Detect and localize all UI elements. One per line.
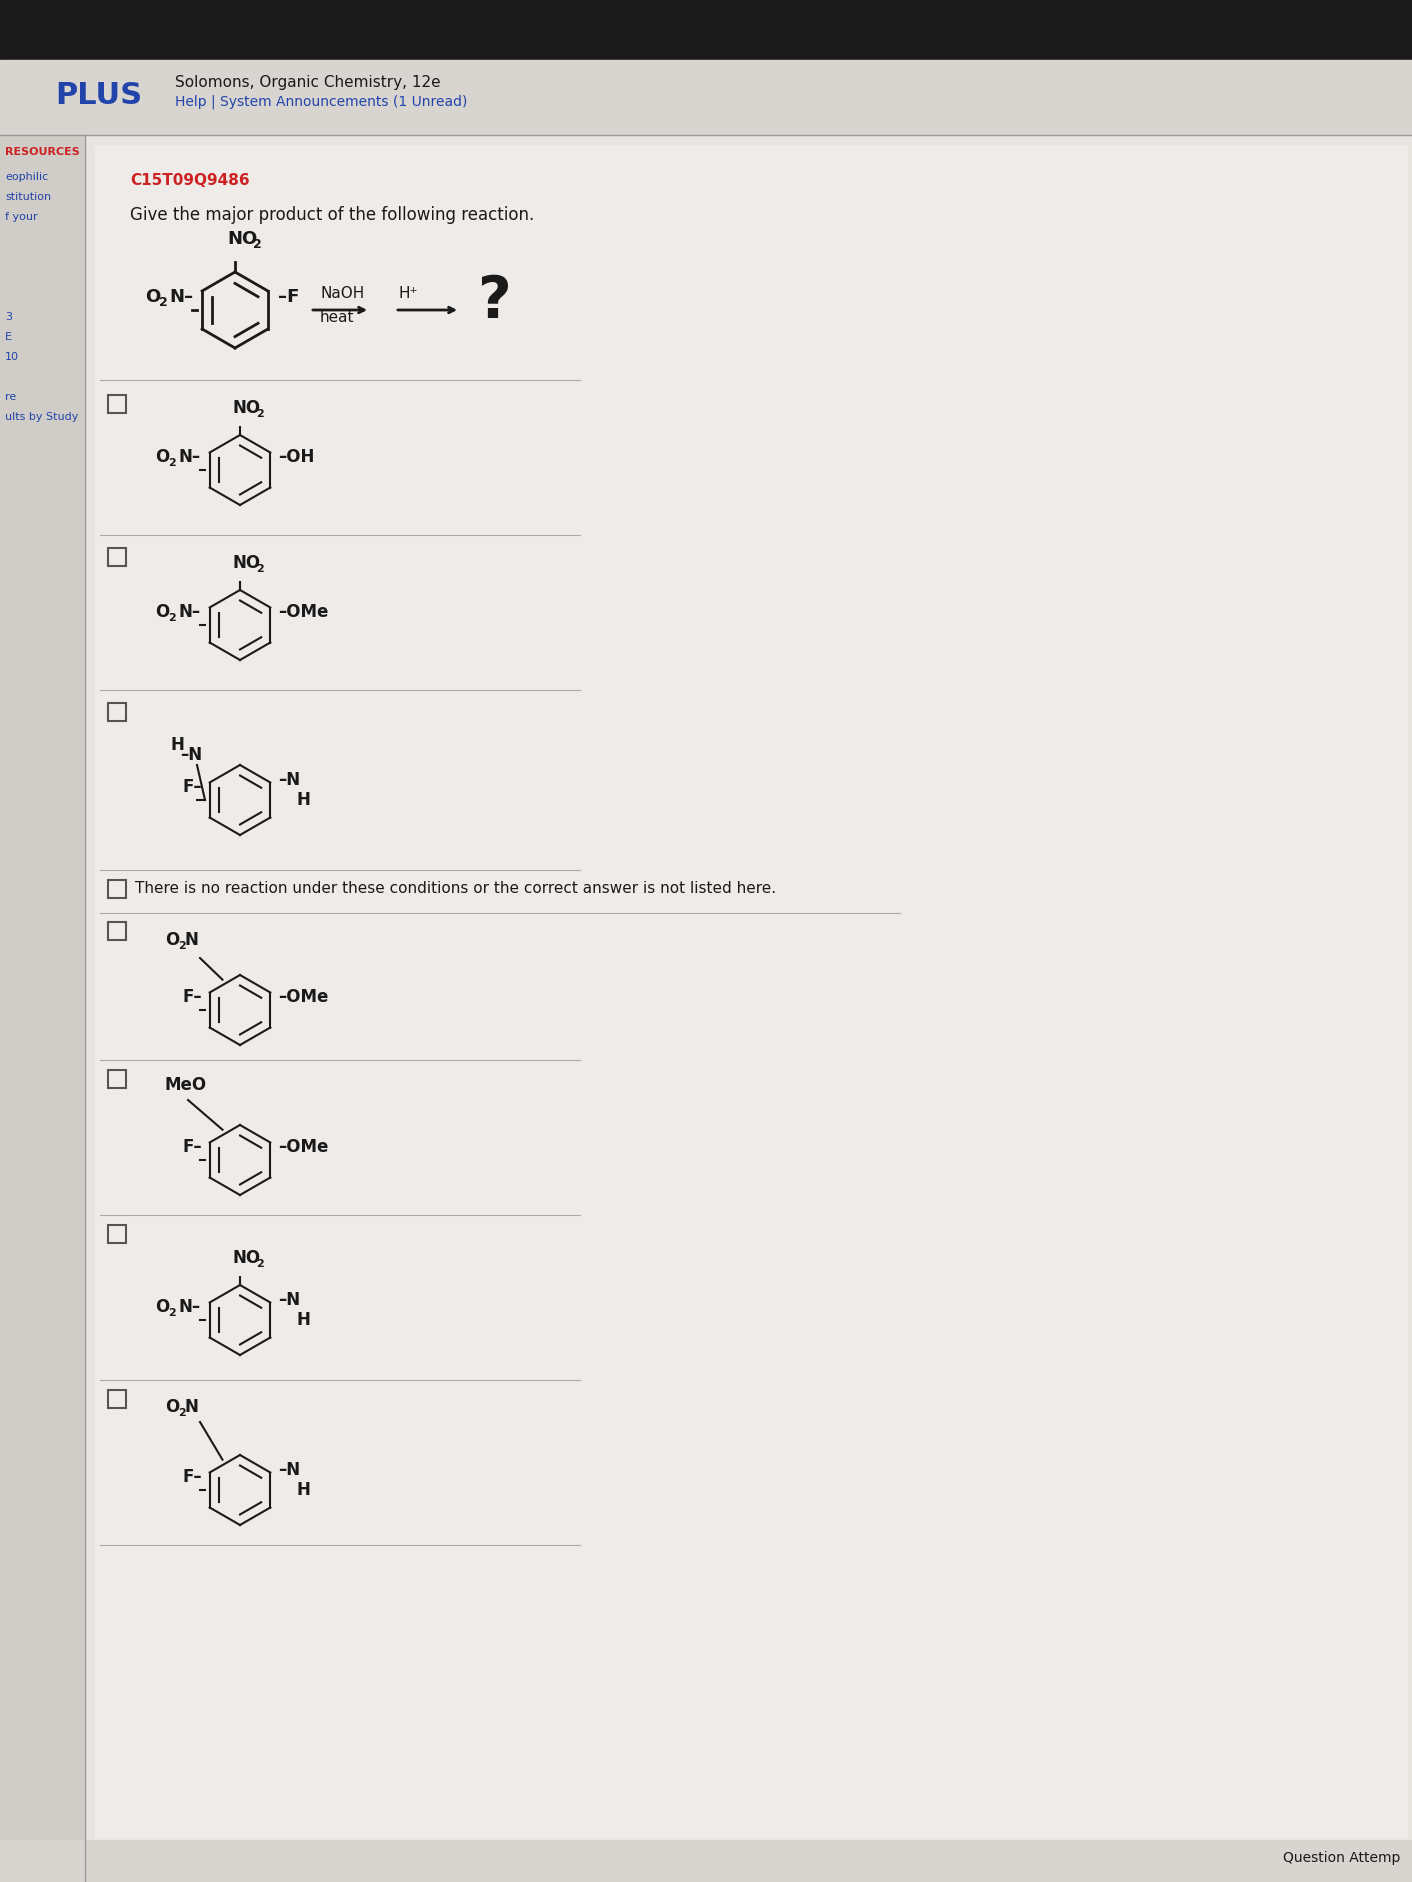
Text: PLUS: PLUS xyxy=(55,81,143,109)
Text: NaOH: NaOH xyxy=(321,286,364,301)
Text: 2: 2 xyxy=(160,295,168,309)
Text: O: O xyxy=(165,1398,179,1415)
Text: H: H xyxy=(297,1481,311,1498)
Text: RESOURCES: RESOURCES xyxy=(6,147,79,156)
Text: ?: ? xyxy=(479,273,511,329)
Text: O: O xyxy=(155,1299,169,1316)
Bar xyxy=(107,395,126,412)
Text: NO: NO xyxy=(232,1250,260,1267)
Text: 2: 2 xyxy=(178,1408,186,1417)
Text: –OMe: –OMe xyxy=(278,1139,329,1156)
Text: 3: 3 xyxy=(6,312,11,322)
Text: ults by Study: ults by Study xyxy=(6,412,79,422)
Text: N: N xyxy=(185,1398,199,1415)
Text: 2: 2 xyxy=(256,565,264,574)
Bar xyxy=(0,136,85,1882)
Text: F–: F– xyxy=(184,777,203,796)
Text: H: H xyxy=(169,736,184,755)
Text: H⁺: H⁺ xyxy=(398,286,418,301)
Text: Question Attemp: Question Attemp xyxy=(1282,1852,1401,1865)
Text: f your: f your xyxy=(6,213,38,222)
Text: F–: F– xyxy=(184,1468,203,1487)
Text: Give the major product of the following reaction.: Give the major product of the following … xyxy=(130,205,534,224)
Bar xyxy=(107,704,126,721)
Text: stitution: stitution xyxy=(6,192,51,201)
Bar xyxy=(107,1071,126,1088)
Text: O: O xyxy=(165,932,179,949)
Text: E: E xyxy=(6,331,11,343)
Text: N–: N– xyxy=(179,1299,201,1316)
Text: –N: –N xyxy=(278,772,301,789)
Text: N–: N– xyxy=(179,602,201,621)
Text: eophilic: eophilic xyxy=(6,171,48,183)
Text: N–: N– xyxy=(169,288,193,307)
Text: heat: heat xyxy=(321,311,354,326)
Text: re: re xyxy=(6,391,17,403)
Text: There is no reaction under these conditions or the correct answer is not listed : There is no reaction under these conditi… xyxy=(136,881,777,896)
Text: Solomons, Organic Chemistry, 12e: Solomons, Organic Chemistry, 12e xyxy=(175,75,441,90)
Bar xyxy=(0,1841,1412,1882)
Text: F–: F– xyxy=(184,988,203,1007)
Bar xyxy=(107,881,126,898)
Bar xyxy=(107,1391,126,1408)
Text: C15T09Q9486: C15T09Q9486 xyxy=(130,173,250,188)
Text: N: N xyxy=(185,932,199,949)
Text: 10: 10 xyxy=(6,352,18,361)
Bar xyxy=(0,0,1412,60)
Text: –OMe: –OMe xyxy=(278,602,329,621)
Text: O: O xyxy=(155,602,169,621)
Text: –OH: –OH xyxy=(278,448,315,467)
Text: MeO: MeO xyxy=(165,1077,208,1093)
Text: 2: 2 xyxy=(253,237,261,250)
Text: 2: 2 xyxy=(256,408,264,420)
Bar xyxy=(107,1225,126,1242)
Bar xyxy=(107,548,126,566)
Text: Help | System Announcements (1 Unread): Help | System Announcements (1 Unread) xyxy=(175,94,467,109)
Text: –F: –F xyxy=(278,288,299,307)
Bar xyxy=(107,922,126,939)
Text: N–: N– xyxy=(179,448,201,467)
Text: –N: –N xyxy=(179,745,202,764)
Text: O: O xyxy=(155,448,169,467)
Text: O: O xyxy=(145,288,160,307)
Text: 2: 2 xyxy=(168,1308,175,1317)
Text: NO: NO xyxy=(232,399,260,418)
Text: NO: NO xyxy=(232,553,260,572)
Text: –N: –N xyxy=(278,1291,301,1310)
Text: 2: 2 xyxy=(256,1259,264,1268)
Text: H: H xyxy=(297,790,311,809)
Text: F–: F– xyxy=(184,1139,203,1156)
Text: –N: –N xyxy=(278,1460,301,1479)
Text: –OMe: –OMe xyxy=(278,988,329,1007)
Text: NO: NO xyxy=(227,230,257,248)
Bar xyxy=(0,60,1412,136)
Text: H: H xyxy=(297,1312,311,1329)
Text: 2: 2 xyxy=(168,457,175,469)
Text: 2: 2 xyxy=(178,941,186,950)
Text: 2: 2 xyxy=(168,614,175,623)
